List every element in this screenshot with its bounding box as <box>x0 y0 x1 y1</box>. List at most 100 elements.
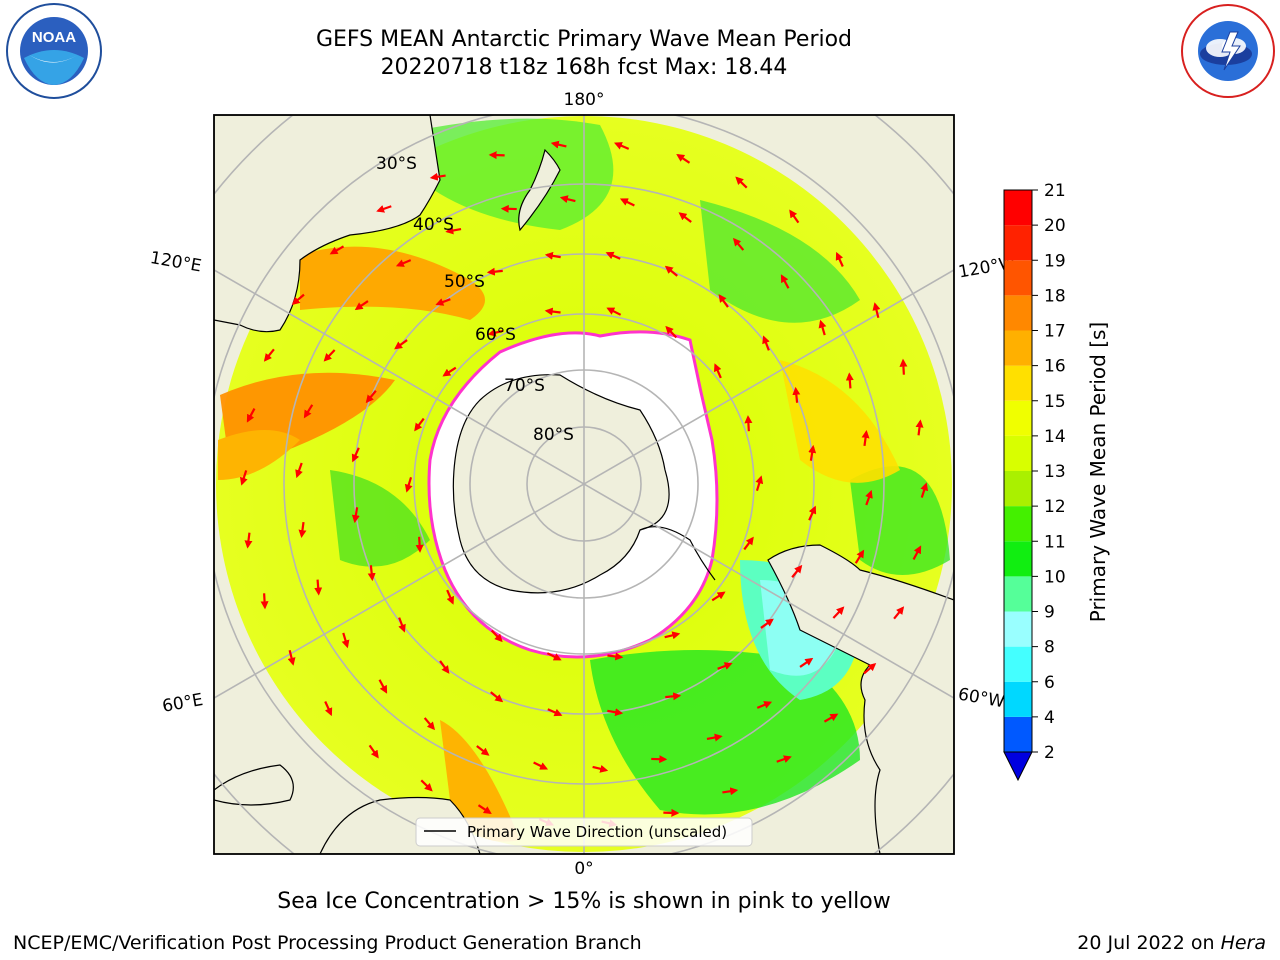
map-frame <box>213 114 955 855</box>
colorbar-bin <box>1004 435 1032 471</box>
wave-arrow <box>717 662 733 670</box>
wave-arrow <box>329 245 345 255</box>
wave-arrow <box>872 302 881 319</box>
colorbar-bin <box>1004 471 1032 507</box>
colorbar-tick-label: 15 <box>1044 392 1066 412</box>
colorbar-bin <box>1004 506 1032 542</box>
wave-arrow <box>792 386 801 403</box>
wave-arrow <box>476 745 490 756</box>
wave-arrow <box>487 328 504 337</box>
new-zealand-coast <box>518 148 561 232</box>
map-area <box>214 115 954 854</box>
wave-arrow <box>423 717 436 731</box>
wave-arrow <box>559 195 576 204</box>
wave-arrow <box>718 294 729 308</box>
wave-arrow <box>533 761 549 770</box>
colorbar-bin <box>1004 365 1032 401</box>
wave-arrow <box>544 307 561 316</box>
wave-arrow <box>442 366 457 377</box>
colorbar-bin <box>1004 716 1032 752</box>
wave-arrow <box>915 419 924 436</box>
wave-arrow <box>287 649 296 666</box>
wave-arrow <box>351 507 360 524</box>
colorbar-tick-label: 6 <box>1044 673 1055 693</box>
colorbar: 2 4 6 8 9 10 11 12 13 14 15 16 17 18 19 20 21 <box>1003 181 1066 782</box>
colorbar-tick-label: 16 <box>1044 357 1066 377</box>
wave-arrow <box>755 475 764 492</box>
colorbar-tick-label: 21 <box>1044 181 1066 201</box>
wave-arrow <box>490 691 504 703</box>
colorbar-tick-label: 8 <box>1044 638 1055 658</box>
wave-arrow <box>490 629 503 643</box>
footer-host: Hera <box>1220 932 1266 954</box>
wave-arrow <box>605 251 621 260</box>
wave-arrow <box>865 489 873 506</box>
lat-label-50s: 50°S <box>444 272 485 292</box>
wave-arrow <box>367 565 376 582</box>
colorbar-tick-label: 19 <box>1044 251 1066 271</box>
legend-label: Primary Wave Direction (unscaled) <box>467 823 727 841</box>
footer-date: 20 Jul 2022 on Hera <box>1077 932 1266 954</box>
colorbar-bin <box>1004 295 1032 331</box>
wave-arrow <box>546 652 562 661</box>
wave-arrow <box>780 274 790 289</box>
wave-arrow <box>706 733 723 742</box>
colorbar-tick-label: 13 <box>1044 462 1066 482</box>
wave-arrow <box>912 545 922 560</box>
wave-arrow <box>477 804 492 815</box>
lat-label-70s: 70°S <box>504 376 545 396</box>
wave-arrow <box>808 444 817 461</box>
wave-arrow <box>404 476 413 493</box>
wave-arrow <box>314 579 323 596</box>
colorbar-extend <box>1003 751 1033 782</box>
wave-arrow <box>368 744 379 759</box>
wave-arrow <box>298 522 307 539</box>
wave-arrow <box>776 755 792 763</box>
wave-arrow <box>486 267 503 276</box>
wave-arrow <box>711 591 726 602</box>
wave-arrow <box>607 708 624 717</box>
wave-arrow <box>324 701 333 717</box>
south-america-coast <box>767 115 954 854</box>
colorbar-bin <box>1004 646 1032 682</box>
nws-logo <box>1181 4 1275 98</box>
wave-arrow <box>291 293 305 305</box>
colorbar-bin <box>1004 330 1032 366</box>
lat-label-80s: 80°S <box>533 425 574 445</box>
wave-arrow <box>835 251 844 267</box>
wave-arrow <box>760 618 774 629</box>
lat-label-60s: 60°S <box>475 325 516 345</box>
wave-arrow <box>789 209 800 224</box>
colorbar-bin <box>1004 681 1032 717</box>
wave-arrow <box>606 307 622 316</box>
wave-arrow <box>744 415 753 432</box>
wave-arrow <box>756 701 773 709</box>
wave-arrow <box>619 198 635 207</box>
wave-arrow <box>439 660 450 674</box>
antarctica-coastline <box>452 374 670 594</box>
colorbar-label: Primary Wave Mean Period [s] <box>1086 322 1110 623</box>
australia-coast <box>214 115 441 333</box>
wave-arrow <box>713 363 722 379</box>
chart-title: GEFS MEAN Antarctic Primary Wave Mean Pe… <box>315 27 853 52</box>
wave-arrow <box>445 226 462 235</box>
colorbar-tick-label: 14 <box>1044 427 1066 447</box>
wave-arrow <box>791 564 803 578</box>
wave-arrow <box>678 212 692 223</box>
wave-arrow <box>863 663 877 675</box>
wave-arrow <box>550 140 567 149</box>
wave-arrow <box>376 205 392 213</box>
wave-arrow <box>415 536 424 553</box>
lon-label-120e: 120°E <box>149 248 203 277</box>
wave-arrow <box>665 325 678 339</box>
wave-arrow <box>832 606 845 619</box>
colorbar-tick-label: 2 <box>1044 743 1055 763</box>
wave-arrow <box>823 713 839 723</box>
wave-arrow <box>664 265 678 277</box>
wave-arrow <box>341 632 350 649</box>
colorbar-tick-label: 10 <box>1044 567 1066 587</box>
wave-arrow <box>429 172 446 181</box>
wave-arrow <box>893 606 905 620</box>
lon-label-180: 180° <box>564 90 605 110</box>
wave-arrow <box>665 692 682 701</box>
